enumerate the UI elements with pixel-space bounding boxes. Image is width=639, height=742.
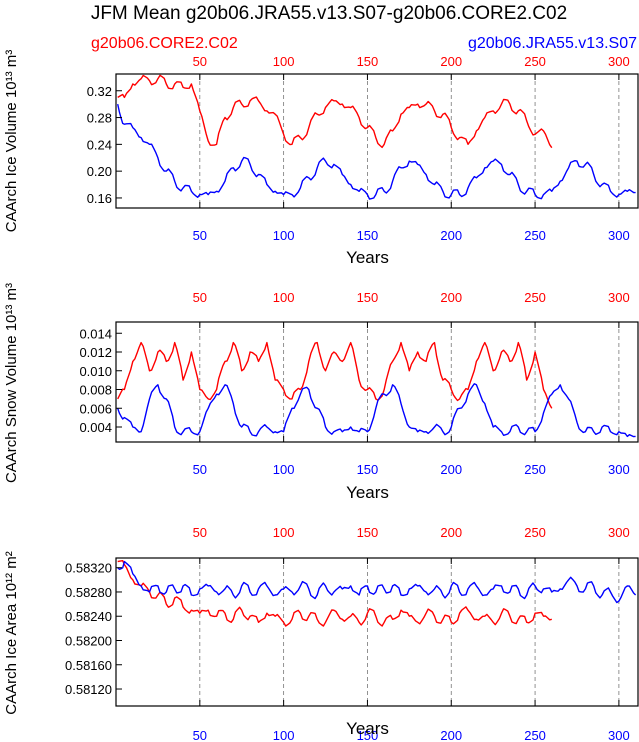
panel-snow_volume: 0.004 0.006 0.008 0.010 0.012 0.014 50 100 150 20… [3, 283, 639, 502]
panel-ice_volume: 0.16 0.20 0.24 0.28 0.32 50 100 150 200 250 300 50 1… [3, 35, 639, 267]
x-tick-label-bottom: 250 [524, 462, 546, 477]
series-line-jra55 [117, 560, 637, 604]
y-tick-label: 0.58240 [65, 609, 112, 624]
x-tick-label-bottom: 300 [608, 228, 630, 243]
x-tick-label-top: 300 [608, 54, 630, 69]
y-tick-label: 0.006 [79, 401, 112, 416]
x-tick-label-top: 150 [357, 54, 379, 69]
x-tick-label-top: 300 [608, 290, 630, 305]
y-tick-label: 0.004 [79, 420, 112, 435]
x-tick-label-top: 100 [273, 525, 295, 540]
y-axis-label: CAArch Snow Volume 10¹³ m³ [3, 283, 20, 483]
x-tick-label-bottom: 200 [440, 462, 462, 477]
x-tick-label-bottom: 300 [608, 728, 630, 742]
plot-frame [115, 557, 639, 707]
series-line-core2 [117, 560, 552, 627]
y-tick-label: 0.58160 [65, 658, 112, 673]
x-tick-label-bottom: 50 [193, 228, 207, 243]
y-tick-label: 0.010 [79, 364, 112, 379]
x-tick-label-top: 250 [524, 525, 546, 540]
plot-frame [115, 73, 639, 209]
x-tick-label-bottom: 150 [357, 228, 379, 243]
x-tick-label-bottom: 150 [357, 462, 379, 477]
y-tick-label: 0.012 [79, 345, 112, 360]
y-tick-label: 0.58280 [65, 585, 112, 600]
panel-ice_area: 0.58120 0.58160 0.58200 0.58240 0.58280 0.583… [3, 525, 639, 742]
panels: 0.16 0.20 0.24 0.28 0.32 50 100 150 200 250 300 50 1… [3, 35, 639, 742]
series-line-jra55 [117, 103, 636, 200]
x-tick-label-top: 300 [608, 525, 630, 540]
y-axis-label: CAArch Ice Volume 10¹³ m³ [3, 50, 20, 233]
x-tick-label-top: 200 [440, 54, 462, 69]
x-tick-label-top: 250 [524, 290, 546, 305]
x-tick-label-bottom: 150 [357, 728, 379, 742]
legend-jra55-label: g20b06.JRA55.v13.S07 [468, 35, 637, 52]
x-tick-label-bottom: 300 [608, 462, 630, 477]
series-line-core2 [117, 74, 553, 149]
x-tick-label-bottom: 100 [273, 462, 295, 477]
plot-frame [115, 321, 639, 443]
y-tick-label: 0.32 [87, 84, 112, 99]
y-tick-label: 0.20 [87, 164, 112, 179]
y-axis-label: CAArch Ice Area 10¹² m² [3, 551, 20, 714]
x-tick-label-bottom: 250 [524, 228, 546, 243]
x-axis-label: Years [346, 248, 389, 267]
legend-core2-label: g20b06.CORE2.C02 [91, 35, 238, 52]
y-tick-label: 0.014 [79, 326, 112, 341]
y-tick-label: 0.16 [87, 191, 112, 206]
x-tick-label-top: 250 [524, 54, 546, 69]
y-tick-label: 0.28 [87, 111, 112, 126]
x-tick-label-bottom: 250 [524, 728, 546, 742]
x-tick-label-bottom: 200 [440, 228, 462, 243]
y-tick-label: 0.008 [79, 383, 112, 398]
y-tick-label: 0.58200 [65, 633, 112, 648]
x-tick-label-top: 200 [440, 525, 462, 540]
x-tick-label-bottom: 50 [193, 462, 207, 477]
x-tick-label-top: 150 [357, 525, 379, 540]
x-tick-label-top: 50 [193, 290, 207, 305]
x-tick-label-top: 100 [273, 290, 295, 305]
series-line-jra55 [117, 383, 636, 438]
y-tick-label: 0.58320 [65, 561, 112, 576]
x-tick-label-top: 50 [193, 525, 207, 540]
x-tick-label-bottom: 200 [440, 728, 462, 742]
x-tick-label-bottom: 100 [273, 728, 295, 742]
y-tick-label: 0.58120 [65, 682, 112, 697]
x-tick-label-bottom: 50 [193, 728, 207, 742]
x-tick-label-top: 50 [193, 54, 207, 69]
chart-title: JFM Mean g20b06.JRA55.v13.S07-g20b06.COR… [91, 3, 567, 24]
x-tick-label-top: 150 [357, 290, 379, 305]
x-tick-label-top: 200 [440, 290, 462, 305]
series-line-core2 [117, 341, 553, 409]
x-axis-label: Years [346, 719, 389, 738]
x-tick-label-top: 100 [273, 54, 295, 69]
x-tick-label-bottom: 100 [273, 228, 295, 243]
y-tick-label: 0.24 [87, 137, 112, 152]
x-axis-label: Years [346, 483, 389, 502]
